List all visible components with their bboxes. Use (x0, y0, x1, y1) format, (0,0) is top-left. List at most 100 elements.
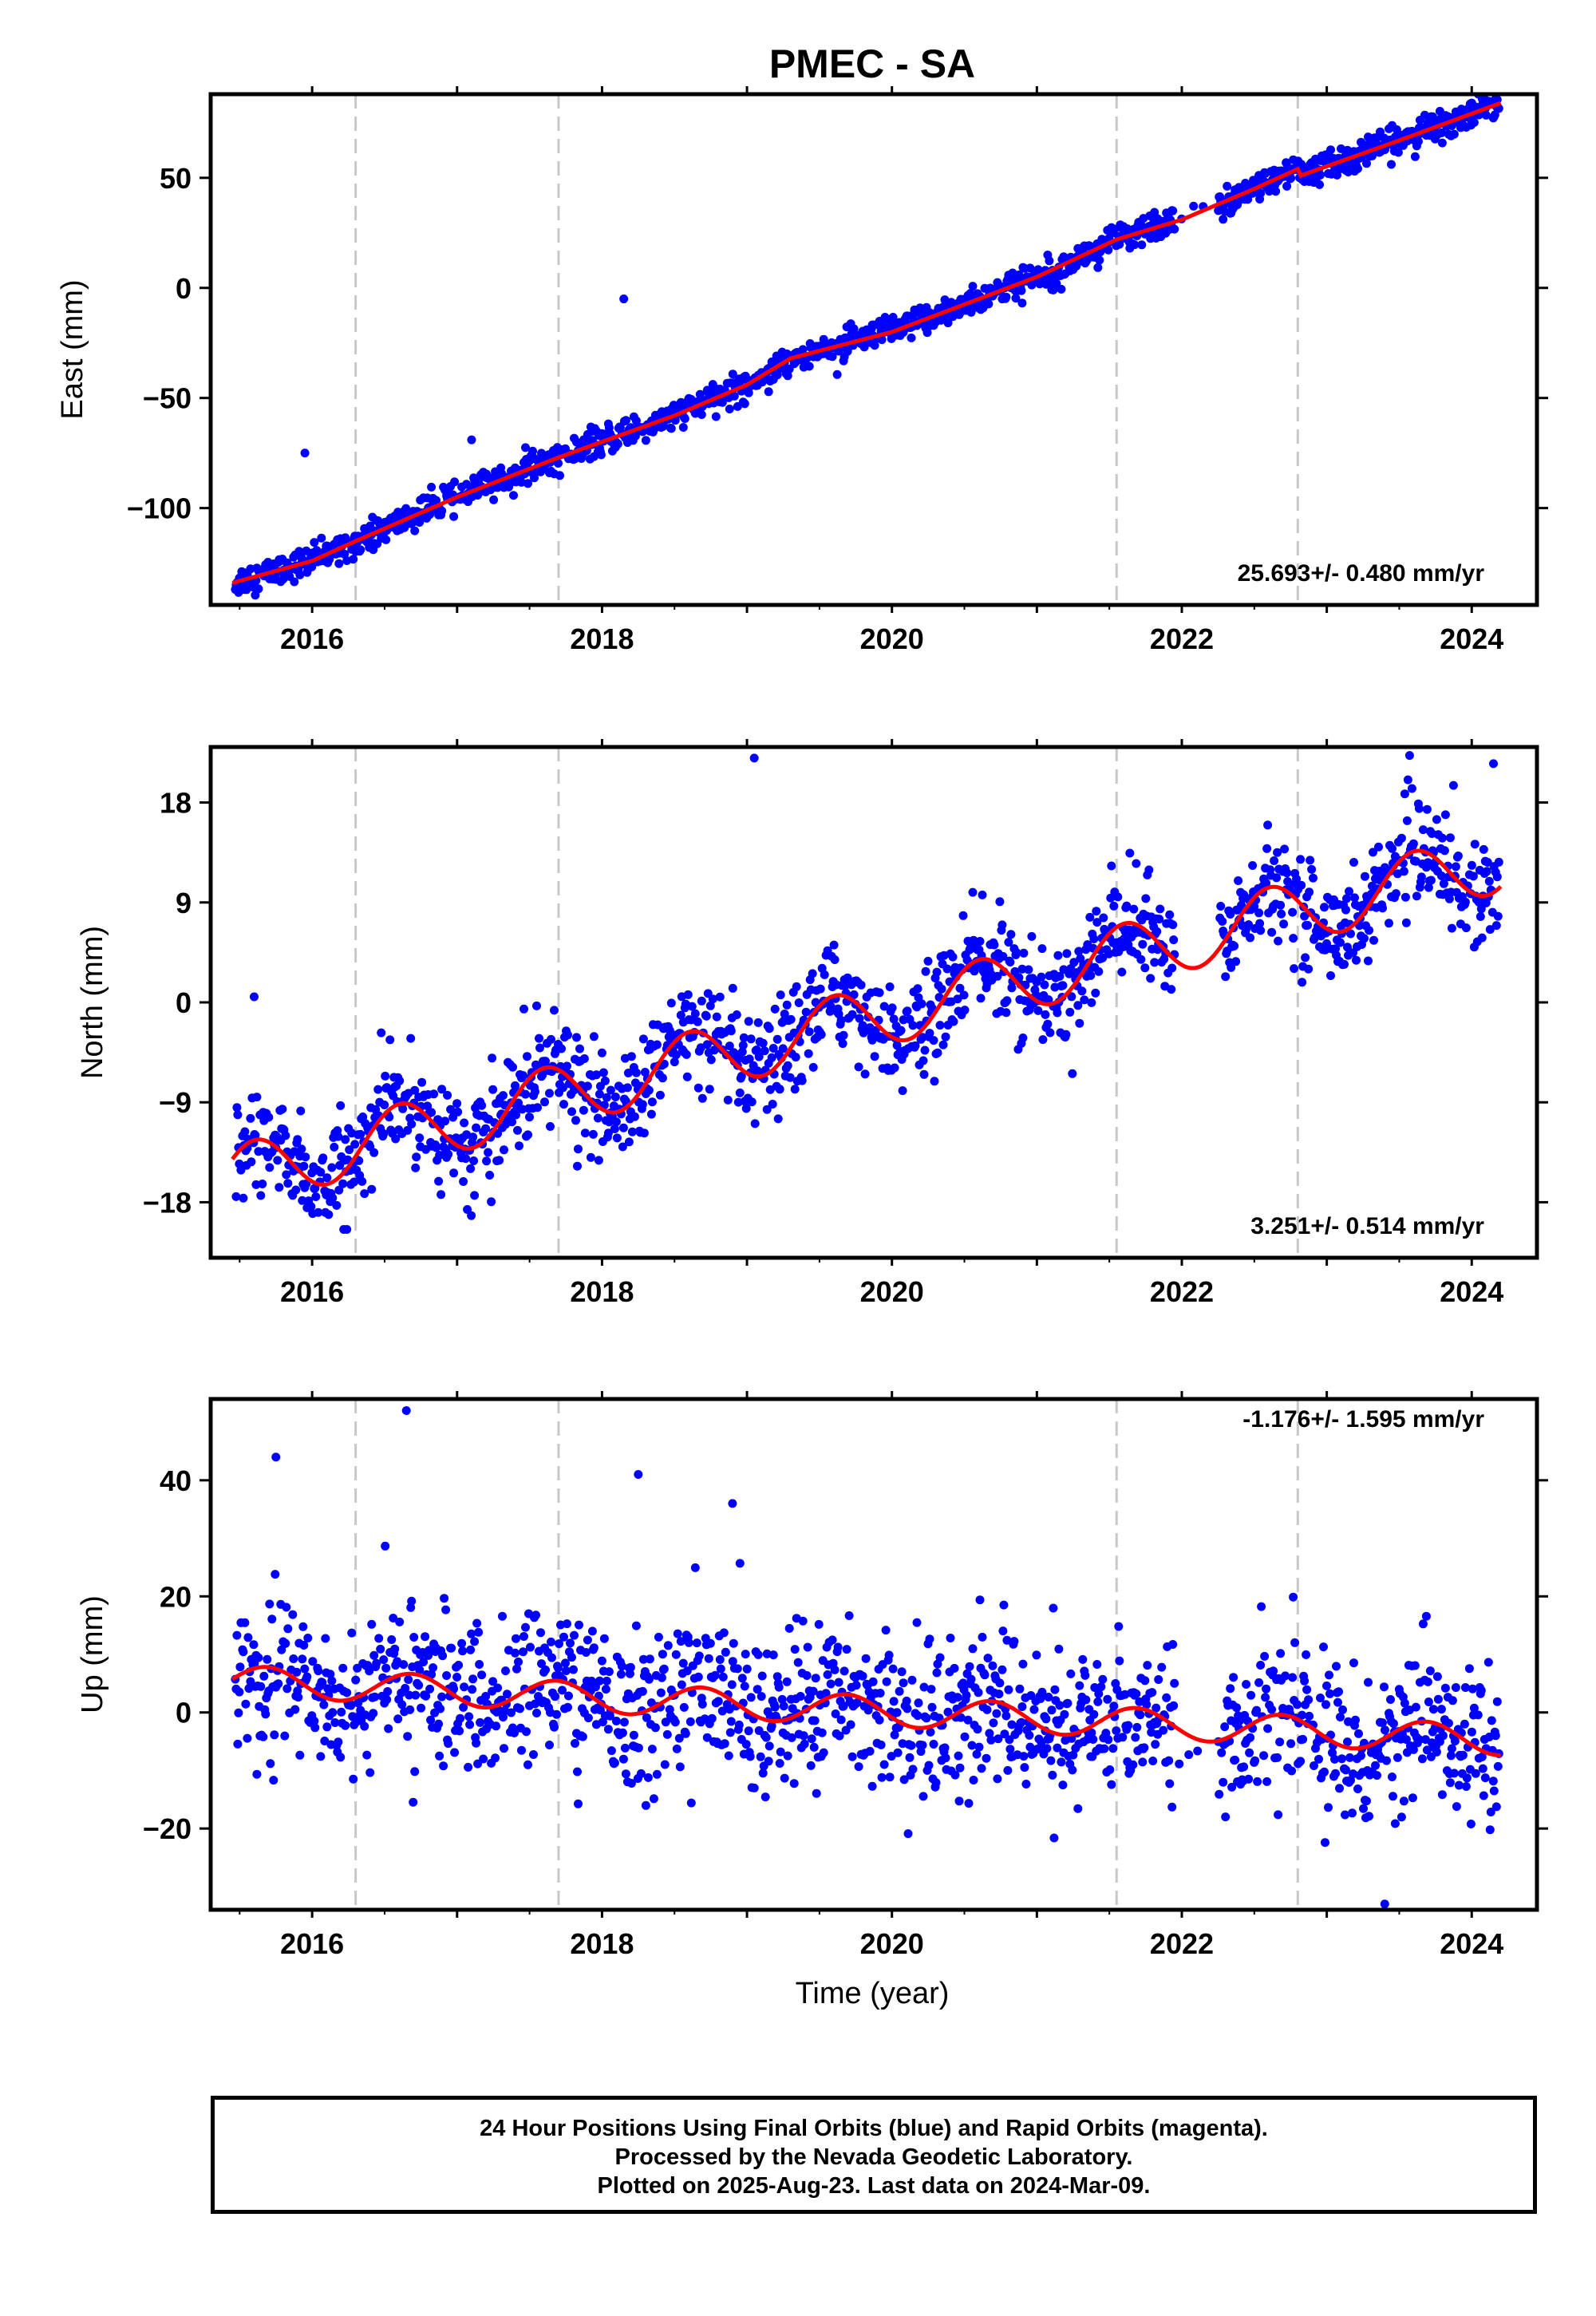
data-point (728, 1657, 737, 1666)
y-tick-label: 20 (160, 1580, 192, 1613)
data-point (1104, 245, 1113, 255)
data-point (1107, 861, 1116, 871)
data-point (1092, 918, 1102, 927)
data-point (1298, 978, 1307, 987)
data-point (935, 1653, 945, 1662)
data-point (808, 1686, 818, 1696)
data-point (760, 1046, 769, 1056)
data-point (1256, 1661, 1266, 1670)
data-point (1137, 240, 1147, 250)
data-point (1421, 1611, 1431, 1621)
data-point (290, 1705, 300, 1714)
data-point (1142, 1700, 1152, 1709)
data-point (311, 1192, 321, 1201)
data-point (573, 1767, 582, 1777)
data-point (994, 1734, 1003, 1744)
data-point (1227, 962, 1236, 972)
data-point (1037, 1687, 1047, 1697)
data-point (1117, 967, 1127, 977)
data-point (942, 964, 952, 974)
data-point (259, 1671, 269, 1681)
data-point (1122, 901, 1132, 911)
data-point (522, 1727, 531, 1737)
data-point (1464, 1664, 1474, 1674)
data-point (460, 1118, 469, 1128)
data-point (1454, 1780, 1464, 1790)
data-point (918, 1056, 928, 1065)
data-point (1094, 1689, 1104, 1698)
data-point (923, 956, 933, 966)
data-point (1050, 1685, 1060, 1694)
data-point (917, 999, 926, 1009)
data-point (301, 1152, 310, 1162)
data-point (1364, 956, 1373, 966)
data-point (704, 1654, 713, 1663)
data-point (488, 1053, 497, 1063)
data-point (306, 1202, 316, 1211)
data-point (519, 1071, 527, 1081)
y-tick-label: 0 (176, 272, 192, 305)
data-point (1485, 925, 1495, 935)
data-point (1396, 1812, 1406, 1822)
data-point (892, 1708, 902, 1717)
data-point (1282, 868, 1292, 878)
data-point (1103, 1694, 1112, 1704)
data-point (776, 1747, 785, 1757)
data-point (1175, 1759, 1184, 1769)
data-point (316, 1752, 326, 1761)
data-point (429, 1089, 439, 1099)
data-point (395, 1617, 405, 1626)
data-point (1216, 902, 1226, 911)
data-point (1290, 964, 1299, 974)
data-point (437, 1085, 447, 1094)
data-point (1445, 833, 1455, 843)
data-point (406, 1034, 416, 1043)
data-point (334, 1737, 343, 1747)
data-point (437, 506, 447, 516)
data-point (1167, 963, 1177, 973)
data-point (310, 1717, 319, 1725)
data-point (1168, 206, 1178, 215)
data-point (1140, 1676, 1150, 1686)
data-point (768, 1650, 778, 1660)
data-point (930, 1077, 939, 1086)
data-point (968, 282, 978, 291)
data-point (1167, 985, 1176, 994)
data-point (526, 1642, 535, 1652)
data-point (1418, 825, 1428, 835)
data-point (1239, 890, 1249, 899)
data-point (803, 1642, 812, 1652)
data-point (948, 952, 958, 962)
data-point (1274, 936, 1283, 946)
data-point (299, 1161, 309, 1171)
data-point (600, 1076, 610, 1085)
data-point (611, 1117, 621, 1127)
data-point (1477, 933, 1487, 943)
data-point (328, 1193, 338, 1203)
data-point (318, 1678, 327, 1687)
data-point (1389, 1719, 1398, 1729)
data-point (1263, 820, 1273, 830)
data-point (969, 1776, 978, 1784)
data-point (563, 1702, 572, 1712)
data-point (903, 1006, 912, 1016)
data-point (808, 969, 817, 978)
data-point (434, 1176, 444, 1186)
data-point (1451, 1683, 1460, 1692)
data-point (671, 1050, 681, 1060)
data-point (1148, 1688, 1157, 1697)
data-point (555, 471, 564, 480)
data-point (645, 1654, 654, 1664)
data-point (638, 1100, 647, 1109)
data-point (1167, 1802, 1177, 1812)
data-point (470, 1637, 480, 1646)
data-point (935, 1021, 945, 1030)
data-point (438, 1651, 448, 1661)
data-point (449, 1684, 459, 1694)
data-point (622, 1083, 632, 1093)
data-point (672, 1744, 681, 1753)
data-point (1341, 1810, 1349, 1820)
data-point (745, 1752, 755, 1761)
data-point (452, 1099, 462, 1109)
data-point (657, 1673, 666, 1682)
